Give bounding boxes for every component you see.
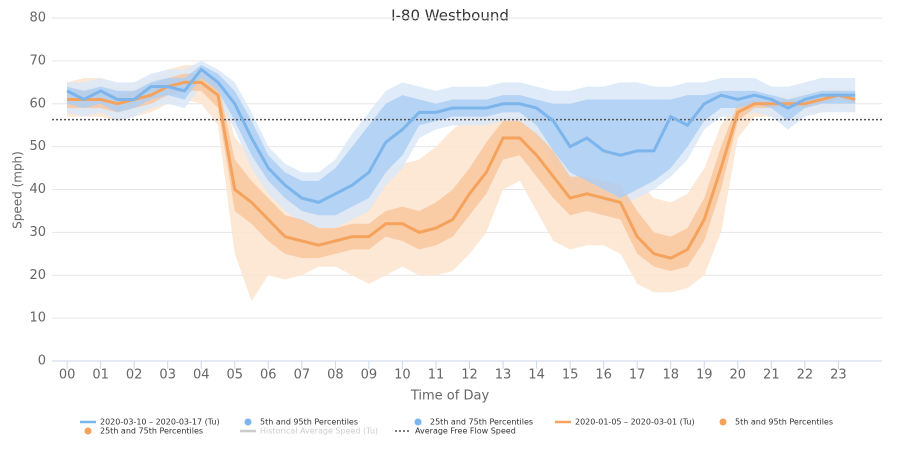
x-tick-label: 21	[763, 368, 780, 383]
y-tick-label: 20	[29, 268, 46, 283]
legend-symbol	[414, 418, 422, 426]
y-tick-label: 50	[29, 139, 46, 154]
legend-label: 2020-03-10 – 2020-03-17 (Tu)	[100, 418, 220, 427]
y-tick-label: 70	[29, 53, 46, 68]
x-tick-label: 17	[629, 368, 646, 383]
chart-title: I-80 Westbound	[391, 7, 509, 25]
legend-label: Historical Average Speed (Tu)	[260, 427, 378, 436]
x-tick-label: 19	[696, 368, 713, 383]
x-tick-label: 06	[260, 368, 277, 383]
x-tick-label: 03	[159, 368, 176, 383]
legend-label: 25th and 75th Percentiles	[100, 427, 203, 436]
line	[67, 80, 856, 260]
x-tick-label: 07	[294, 368, 311, 383]
x-tick-label: 16	[595, 368, 612, 383]
x-tick-label: 14	[528, 368, 545, 383]
x-tick-label: 09	[361, 368, 378, 383]
legend-label: 25th and 75th Percentiles	[430, 418, 533, 427]
x-axis-label: Time of Day	[410, 389, 490, 404]
y-tick-label: 60	[29, 96, 46, 111]
x-tick-label: 08	[327, 368, 344, 383]
y-tick-label: 0	[38, 354, 46, 369]
line	[66, 67, 856, 204]
x-tick-label: 22	[797, 368, 814, 383]
y-tick-label: 10	[29, 311, 46, 326]
x-tick-label: 04	[193, 368, 210, 383]
x-tick-label: 13	[495, 368, 512, 383]
y-tick-label: 40	[29, 182, 46, 197]
legend-symbol	[84, 427, 92, 435]
x-tick-label: 05	[226, 368, 243, 383]
x-tick-label: 18	[662, 368, 679, 383]
legend-label: 5th and 95th Percentiles	[735, 418, 833, 427]
x-tick-label: 00	[59, 368, 76, 383]
x-tick-label: 02	[126, 368, 143, 383]
legend-label: Average Free Flow Speed	[415, 427, 516, 436]
x-tick-label: 23	[830, 368, 847, 383]
legend-symbol	[244, 418, 252, 426]
y-tick-label: 80	[29, 11, 46, 26]
x-tick-label: 15	[562, 368, 579, 383]
x-tick-label: 10	[394, 368, 411, 383]
x-tick-label: 11	[428, 368, 445, 383]
x-tick-label: 01	[92, 368, 109, 383]
x-tick-label: 20	[730, 368, 747, 383]
legend-label: 5th and 95th Percentiles	[260, 418, 358, 427]
y-axis-label: Speed (mph)	[11, 151, 25, 229]
legend-symbol	[719, 418, 727, 426]
band	[67, 65, 856, 216]
band	[67, 73, 856, 271]
x-tick-label: 12	[461, 368, 478, 383]
legend-label: 2020-01-05 – 2020-03-01 (Tu)	[575, 418, 695, 427]
y-tick-label: 30	[29, 225, 46, 240]
